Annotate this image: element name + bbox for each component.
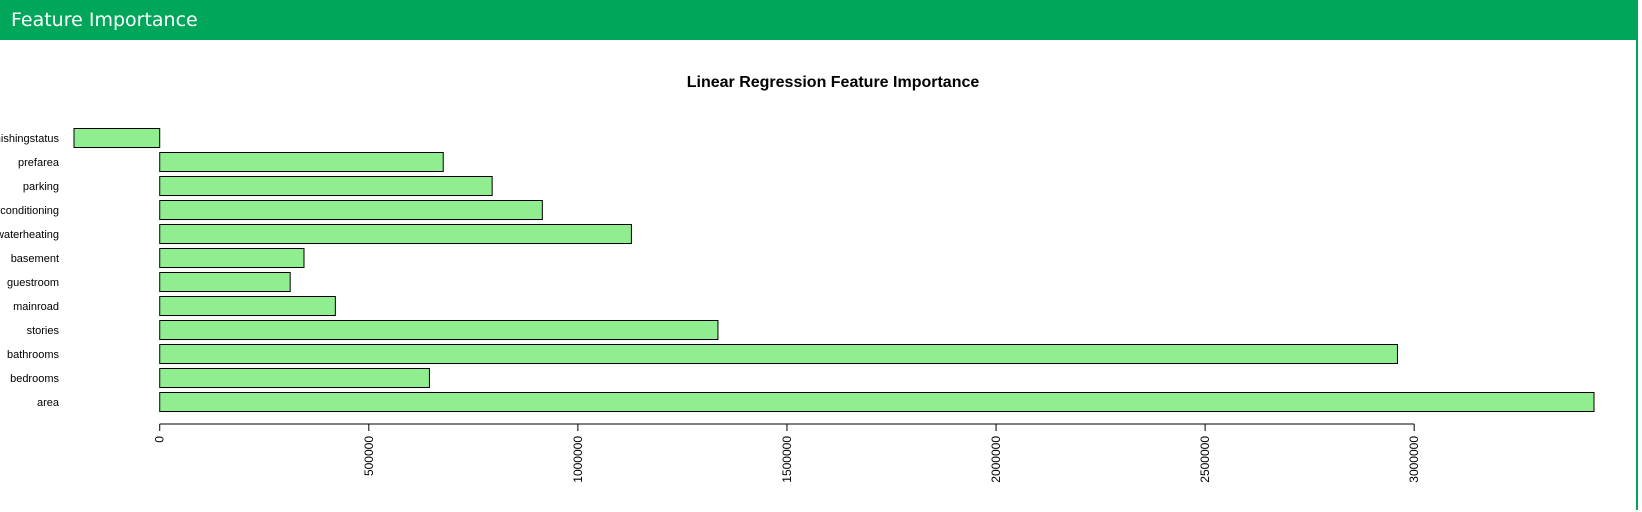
y-label-basement: basement <box>11 253 59 265</box>
y-label-bathrooms: bathrooms <box>7 349 59 361</box>
bar-guestroom <box>159 272 291 292</box>
y-label-parking: parking <box>23 181 59 193</box>
bar-hotwaterheating <box>159 224 632 244</box>
bar-stories <box>159 320 719 340</box>
bar-area <box>159 392 1595 412</box>
y-label-airconditioning: airconditioning <box>0 205 59 217</box>
y-label-stories: stories <box>27 325 60 337</box>
y-label-guestroom: guestroom <box>7 277 59 289</box>
x-tick-label: 500000 <box>362 436 376 476</box>
x-axis: 0 500000 1000000 1500000 2000000 2500000 30000… <box>153 423 1421 483</box>
bar-prefarea <box>159 152 444 172</box>
bar-airconditioning <box>159 200 543 220</box>
bar-basement <box>159 248 305 268</box>
y-label-area: area <box>37 397 60 409</box>
y-label-bedrooms: bedrooms <box>10 373 59 385</box>
y-label-furnishingstatus: furnishingstatus <box>0 133 59 145</box>
x-tick-label: 2500000 <box>1198 436 1212 483</box>
panel-header: Feature Importance <box>0 0 1636 40</box>
x-tick-label: 1500000 <box>780 436 794 483</box>
chart-title: Linear Regression Feature Importance <box>687 74 980 91</box>
bar-bathrooms <box>159 344 1398 364</box>
y-label-mainroad: mainroad <box>13 301 59 313</box>
feature-importance-chart: Linear Regression Feature Importance are… <box>0 74 1595 483</box>
bar-mainroad <box>159 296 336 316</box>
y-axis-labels: area bedrooms bathrooms stories mainroad gues… <box>0 133 60 409</box>
x-tick-label: 0 <box>153 436 167 443</box>
y-label-hotwaterheating: hotwaterheating <box>0 229 59 241</box>
bar-parking <box>159 176 493 196</box>
x-tick-label: 1000000 <box>571 436 585 483</box>
bar-bedrooms <box>159 368 430 388</box>
x-tick-label: 2000000 <box>989 436 1003 483</box>
bar-furnishingstatus <box>73 128 161 148</box>
x-tick-label: 3000000 <box>1407 436 1421 483</box>
panel-title: Feature Importance <box>11 9 198 31</box>
y-label-prefarea: prefarea <box>18 157 60 169</box>
bars-group <box>73 128 1595 412</box>
